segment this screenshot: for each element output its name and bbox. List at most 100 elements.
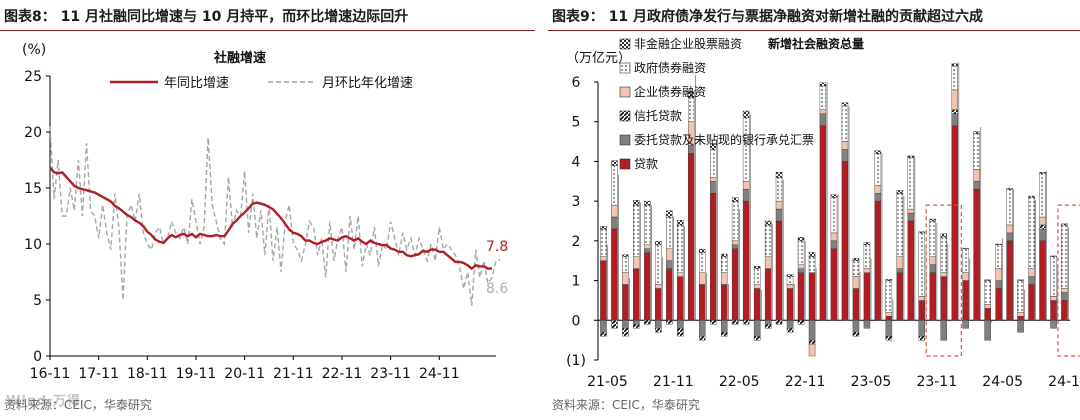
bar-segment — [951, 63, 959, 67]
bar-segment — [929, 220, 937, 257]
bar-segment — [655, 244, 662, 285]
legend-swatch — [619, 86, 631, 98]
y-tick-label: 3 — [572, 194, 581, 210]
bar-segment — [786, 274, 794, 277]
bar-segment — [611, 165, 618, 206]
bar-segment — [852, 288, 860, 321]
y-tick-label: 1 — [572, 274, 581, 290]
bar-segment — [1050, 296, 1057, 301]
bar-segment — [753, 288, 761, 321]
bar-segment — [808, 252, 816, 257]
bar-segment — [633, 204, 640, 257]
bar-segment — [1061, 288, 1068, 293]
bar-segment — [622, 272, 629, 285]
bar-segment — [797, 240, 805, 265]
bar-segment — [1061, 292, 1068, 301]
bar-segment — [644, 320, 651, 325]
bar-segment — [764, 224, 772, 257]
bar-segment — [940, 320, 948, 341]
bar-segment — [775, 171, 783, 178]
bar-segment — [973, 188, 980, 321]
bar-segment — [764, 256, 772, 269]
bar-segment — [797, 237, 805, 242]
bar-segment — [1017, 320, 1024, 333]
bar-segment — [622, 284, 629, 321]
series-yoy-line — [49, 166, 492, 271]
end-label-mom: 8.6 — [486, 281, 508, 297]
bar-segment — [600, 260, 607, 321]
bar-segment — [885, 316, 893, 321]
bar-segment — [742, 200, 750, 321]
bar-segment — [753, 266, 761, 269]
bar-segment — [841, 161, 849, 321]
bar-segment — [863, 268, 871, 273]
y-axis-unit: （万亿元） — [566, 51, 631, 66]
legend-label: 委托贷款及未贴现的银行承兑汇票 — [634, 132, 814, 147]
bar-segment — [622, 256, 629, 273]
x-tick-label: 24-05 — [982, 374, 1023, 390]
bar-segment — [1006, 224, 1013, 234]
highlight-box — [1057, 204, 1080, 357]
bar-segment — [984, 320, 991, 341]
y-tick-label: 6 — [572, 75, 581, 91]
bar-segment — [1017, 279, 1024, 281]
bar-segment — [1017, 280, 1024, 313]
bar-segment — [863, 320, 871, 329]
bar-segment — [874, 150, 882, 154]
bar-segment — [698, 248, 706, 253]
bar-segment — [995, 244, 1002, 269]
bar-segment — [698, 320, 706, 337]
bar-segment — [984, 280, 991, 305]
y-axis-unit: (%) — [22, 42, 46, 58]
y-tick-label: 0 — [33, 349, 42, 365]
bar-segment — [940, 233, 948, 238]
bar-segment — [907, 208, 915, 214]
bar-segment — [1028, 276, 1035, 285]
x-tick-label: 22-11 — [322, 366, 363, 382]
bar-segment — [863, 244, 871, 269]
x-tick-label: 18-11 — [127, 366, 168, 382]
bar-segment — [852, 260, 860, 277]
bar-segment — [1061, 223, 1068, 226]
bar-segment — [742, 110, 750, 119]
bar-segment — [797, 320, 805, 325]
bar-segment — [698, 272, 706, 285]
bar-segment — [775, 220, 783, 321]
bar-segment — [940, 272, 948, 277]
bar-segment — [929, 256, 937, 265]
new-social-financing-composition-chart: (1) 0 1 2 3 4 5 6 （万亿元） 21-05 21-11 22-05 22-11 23-05… — [566, 36, 1080, 390]
bar-segment — [885, 312, 893, 317]
bar-segment — [677, 219, 684, 226]
bar-segment — [874, 192, 882, 202]
bar-segment — [600, 228, 607, 257]
bar-segment — [808, 343, 816, 357]
figure-9-title: 图表9： 11 月政府债净发行与票据净融资对新增社融的贡献超过六成 — [552, 9, 983, 25]
bar-segment — [666, 210, 673, 218]
legend-swatch — [619, 38, 631, 50]
bar-segment — [852, 332, 860, 337]
bar-segment — [1061, 224, 1068, 289]
bar-segment — [775, 200, 783, 210]
bar-segment — [1039, 224, 1046, 230]
y-tick-label: 2 — [572, 234, 581, 250]
bar-segment — [830, 196, 838, 234]
bar-segment — [929, 218, 937, 222]
x-tick-label: 19-11 — [176, 366, 217, 382]
x-tick-label: 24-11 — [419, 366, 460, 382]
bar-segment — [600, 320, 607, 333]
bar-segment — [1050, 256, 1057, 297]
y-tick-label: 15 — [24, 181, 42, 197]
bar-segment — [698, 284, 706, 321]
bar-segment — [841, 141, 849, 150]
x-tick-label: 17-11 — [78, 366, 119, 382]
bar-segment — [709, 149, 717, 178]
bar-segment — [885, 280, 893, 313]
bar-segment — [709, 181, 717, 194]
bar-segment — [885, 279, 893, 281]
bar-segment — [808, 256, 816, 273]
bar-segment — [622, 328, 629, 337]
bar-segment — [951, 125, 959, 321]
bar-segment — [698, 336, 706, 341]
x-tick-label: 20-11 — [224, 366, 265, 382]
bar-segment — [896, 190, 904, 194]
